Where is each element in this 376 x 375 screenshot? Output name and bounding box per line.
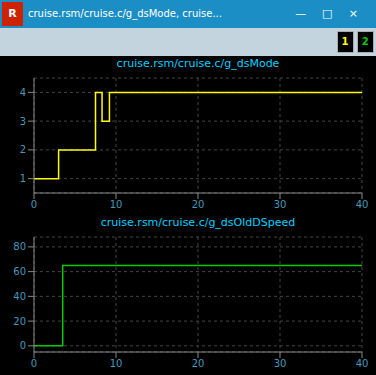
svg-text:40: 40: [356, 358, 368, 369]
svg-text:2: 2: [20, 144, 26, 155]
svg-text:20: 20: [192, 199, 205, 210]
html-text:1: 1: [341, 36, 349, 47]
svg-text:80: 80: [13, 241, 26, 252]
svg-text:10: 10: [110, 199, 123, 210]
svg-text:10: 10: [110, 358, 123, 369]
svg-text:30: 30: [274, 358, 287, 369]
svg-text:0: 0: [31, 199, 37, 210]
html-text:cruise.rsm/cruise.c/g_dsMode: cruise.rsm/cruise.c/g_dsMode: [116, 57, 280, 70]
svg-text:40: 40: [356, 199, 368, 210]
svg-text:20: 20: [13, 316, 26, 327]
html-text:R: R: [8, 7, 17, 20]
svg-text:0: 0: [31, 358, 37, 369]
svg-text:0: 0: [20, 340, 26, 351]
svg-text:1: 1: [20, 173, 26, 184]
svg-text:20: 20: [192, 358, 205, 369]
html-text:2: 2: [361, 36, 369, 47]
svg-text:60: 60: [13, 266, 26, 277]
svg-text:40: 40: [13, 291, 26, 302]
html-text:cruise.rsm/cruise.c/g_dsMode,: cruise.rsm/cruise.c/g_dsMode, cruise...: [28, 8, 222, 19]
svg-text:30: 30: [274, 199, 287, 210]
html-text:cruise.rsm/cruise.c/g_dsOldDSp: cruise.rsm/cruise.c/g_dsOldDSpeed: [100, 216, 296, 229]
svg-text:4: 4: [20, 87, 26, 98]
svg-text:3: 3: [20, 116, 26, 127]
